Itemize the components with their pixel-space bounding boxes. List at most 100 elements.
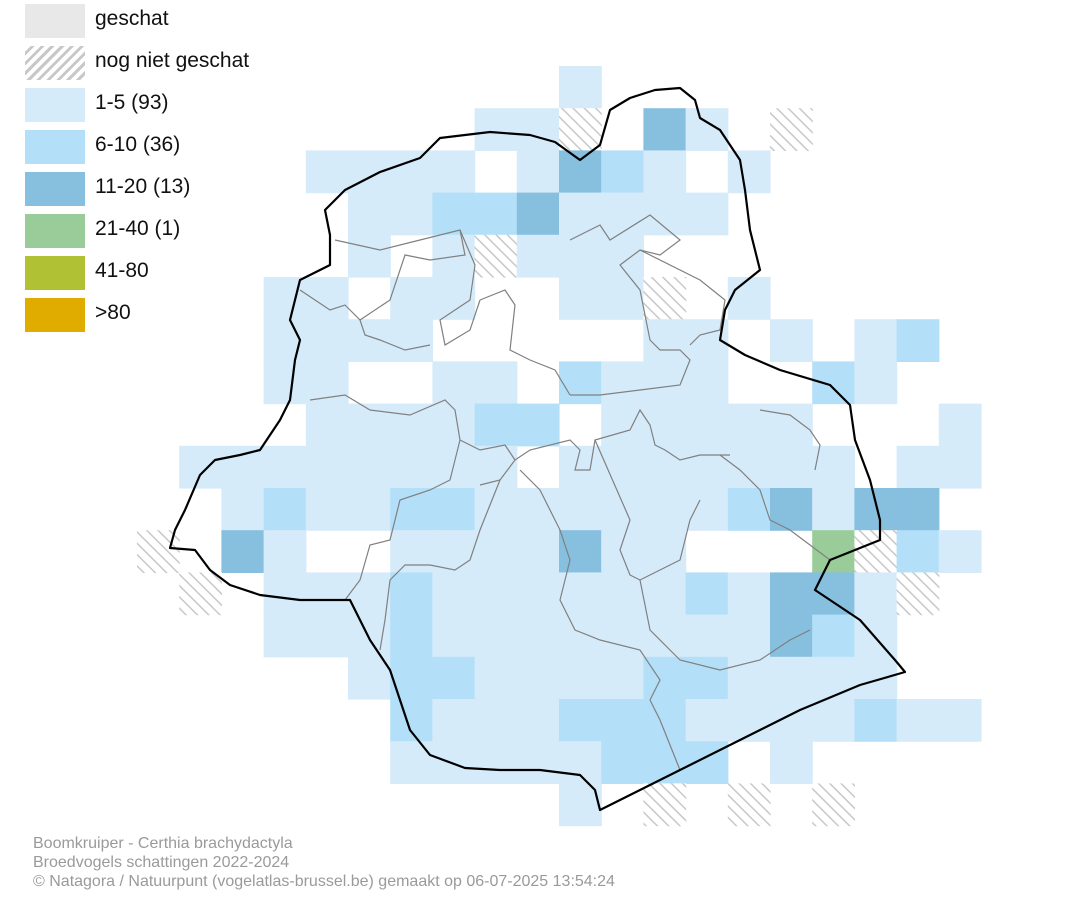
grid-cell <box>474 614 518 658</box>
grid-cell <box>390 277 433 320</box>
grid-cell <box>601 656 644 700</box>
grid-cell <box>432 572 476 616</box>
map-footer: Boomkruiper - Certhia brachydactyla Broe… <box>33 834 615 891</box>
grid-cell <box>770 614 813 658</box>
legend-swatch <box>25 256 85 290</box>
grid-cell <box>643 445 687 489</box>
grid-cell <box>601 277 644 320</box>
grid-cell <box>770 656 813 700</box>
grid-cell <box>474 488 518 531</box>
grid-cell <box>812 656 855 700</box>
grid-cell <box>559 530 602 573</box>
grid-cell <box>643 488 687 531</box>
grid-cell <box>305 488 349 531</box>
grid-cell <box>348 150 391 194</box>
grid-cell <box>601 488 644 531</box>
grid-cell <box>390 192 433 236</box>
grid-cell <box>516 699 560 742</box>
grid-cell <box>601 234 644 278</box>
legend-label: 11-20 (13) <box>95 175 191 198</box>
grid-cell <box>432 277 476 320</box>
grid-cell <box>685 656 729 700</box>
species-name: Boomkruiper - Certhia brachydactyla <box>33 835 293 852</box>
grid-cell <box>348 656 391 700</box>
legend-label: >80 <box>95 301 131 324</box>
grid-cell <box>221 445 265 489</box>
grid-cell <box>348 192 391 236</box>
grid-cell <box>601 699 644 742</box>
grid-cell <box>305 319 349 362</box>
grid-cell <box>348 445 391 489</box>
grid-cell <box>516 108 560 151</box>
grid-cell <box>643 192 687 236</box>
grid-cell <box>896 319 940 362</box>
grid-cell <box>263 530 307 573</box>
legend-swatch <box>25 130 85 164</box>
grid-cell <box>516 488 560 531</box>
grid-cell <box>685 699 729 742</box>
grid-cell <box>896 488 940 531</box>
grid-cell <box>474 445 518 489</box>
grid-cell <box>348 488 391 531</box>
municipality-borders <box>299 214 831 771</box>
grid-cell <box>516 234 560 278</box>
grid-cell <box>643 361 687 405</box>
legend-label: 6-10 (36) <box>95 133 181 156</box>
grid-cell <box>854 699 898 742</box>
grid-cell <box>854 361 898 405</box>
grid-cell <box>601 403 644 447</box>
grid-cell <box>390 572 433 616</box>
grid-cell <box>305 445 349 489</box>
grid-cell <box>601 192 644 236</box>
grid-cell <box>559 361 602 405</box>
grid-cell <box>474 741 518 784</box>
legend-label: 41-80 <box>95 259 149 282</box>
grid-cell <box>305 403 349 447</box>
grid-cell <box>348 403 391 447</box>
legend-swatch-hatched <box>25 46 85 80</box>
grid-cell <box>305 614 349 658</box>
legend-swatch <box>25 214 85 248</box>
grid-cell <box>516 572 560 616</box>
grid-cell <box>474 192 518 236</box>
region-outline <box>168 86 907 812</box>
grid-cell <box>770 741 813 784</box>
legend-label: 21-40 (1) <box>95 217 181 240</box>
grid-cell-not-estimated <box>643 277 687 320</box>
grid-cell <box>896 699 940 742</box>
grid-cell <box>727 572 771 616</box>
grid-cell <box>685 108 729 151</box>
grid-cell <box>896 445 940 489</box>
grid-cell <box>685 572 729 616</box>
grid-cell <box>770 319 813 362</box>
legend-label: nog niet geschat <box>95 49 250 72</box>
grid-cell <box>770 403 813 447</box>
grid-cell <box>559 234 602 278</box>
survey-period: Broedvogels schattingen 2022-2024 <box>33 854 290 871</box>
grid-cell <box>474 530 518 573</box>
grid-cell <box>263 488 307 531</box>
grid-cell <box>474 108 518 151</box>
grid-cell <box>727 488 771 531</box>
grid-cell <box>516 192 560 236</box>
grid-cell <box>812 361 855 405</box>
grid-cell <box>770 488 813 531</box>
grid-cell <box>685 445 729 489</box>
legend-swatch <box>25 298 85 332</box>
grid-cell <box>516 403 560 447</box>
grid-cell <box>263 572 307 616</box>
grid-cell <box>474 699 518 742</box>
grid-cell <box>601 150 644 194</box>
grid-cell-not-estimated <box>643 783 687 827</box>
grid-cell <box>305 572 349 616</box>
grid-cell <box>938 445 982 489</box>
grid-cell <box>432 741 476 784</box>
grid-cell <box>812 614 855 658</box>
grid-cell <box>896 530 940 573</box>
credit-line: © Natagora / Natuurpunt (vogelatlas-brus… <box>33 873 615 890</box>
grid-cell <box>474 656 518 700</box>
grid-cell <box>432 530 476 573</box>
grid-cell <box>601 572 644 616</box>
grid-cell <box>854 319 898 362</box>
grid-cell <box>643 108 687 151</box>
